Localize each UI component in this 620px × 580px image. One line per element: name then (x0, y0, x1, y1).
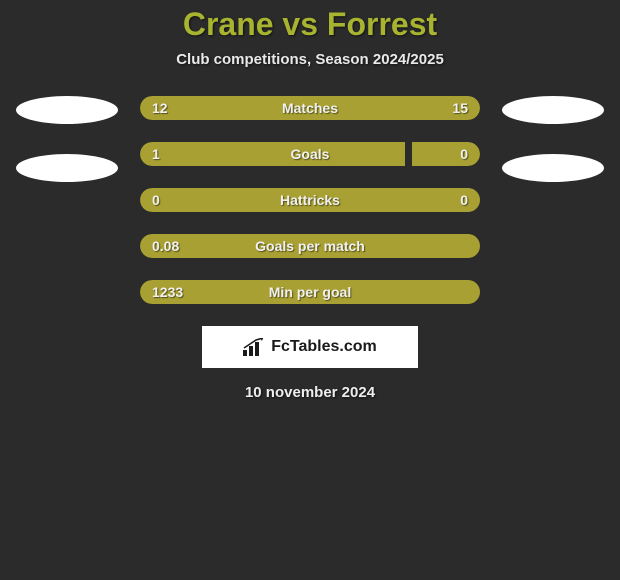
subtitle: Club competitions, Season 2024/2025 (0, 51, 620, 68)
stat-bars: 12Matches151Goals00Hattricks00.08Goals p… (140, 96, 480, 304)
logo-text: FcTables.com (271, 338, 377, 356)
player-oval-right (502, 96, 604, 124)
bar-label: Goals per match (140, 234, 480, 258)
bar-right-value: 15 (452, 96, 468, 120)
comparison-infographic: Crane vs Forrest Club competitions, Seas… (0, 0, 620, 401)
bar-label: Goals (140, 142, 480, 166)
player-oval-left (16, 154, 118, 182)
stat-bar: 1233Min per goal (140, 280, 480, 304)
bar-label: Matches (140, 96, 480, 120)
stat-bar: 1Goals0 (140, 142, 480, 166)
bar-right-value: 0 (460, 142, 468, 166)
stats-area: 12Matches151Goals00Hattricks00.08Goals p… (0, 96, 620, 304)
bar-label: Hattricks (140, 188, 480, 212)
left-ovals (16, 96, 118, 182)
player-oval-left (16, 96, 118, 124)
stat-bar: 0.08Goals per match (140, 234, 480, 258)
page-title: Crane vs Forrest (0, 6, 620, 43)
bar-right-value: 0 (460, 188, 468, 212)
date-label: 10 november 2024 (0, 384, 620, 401)
stat-bar: 12Matches15 (140, 96, 480, 120)
right-ovals (502, 96, 604, 182)
logo-box: FcTables.com (202, 326, 418, 368)
player-oval-right (502, 154, 604, 182)
chart-icon (243, 338, 265, 356)
stat-bar: 0Hattricks0 (140, 188, 480, 212)
bar-label: Min per goal (140, 280, 480, 304)
